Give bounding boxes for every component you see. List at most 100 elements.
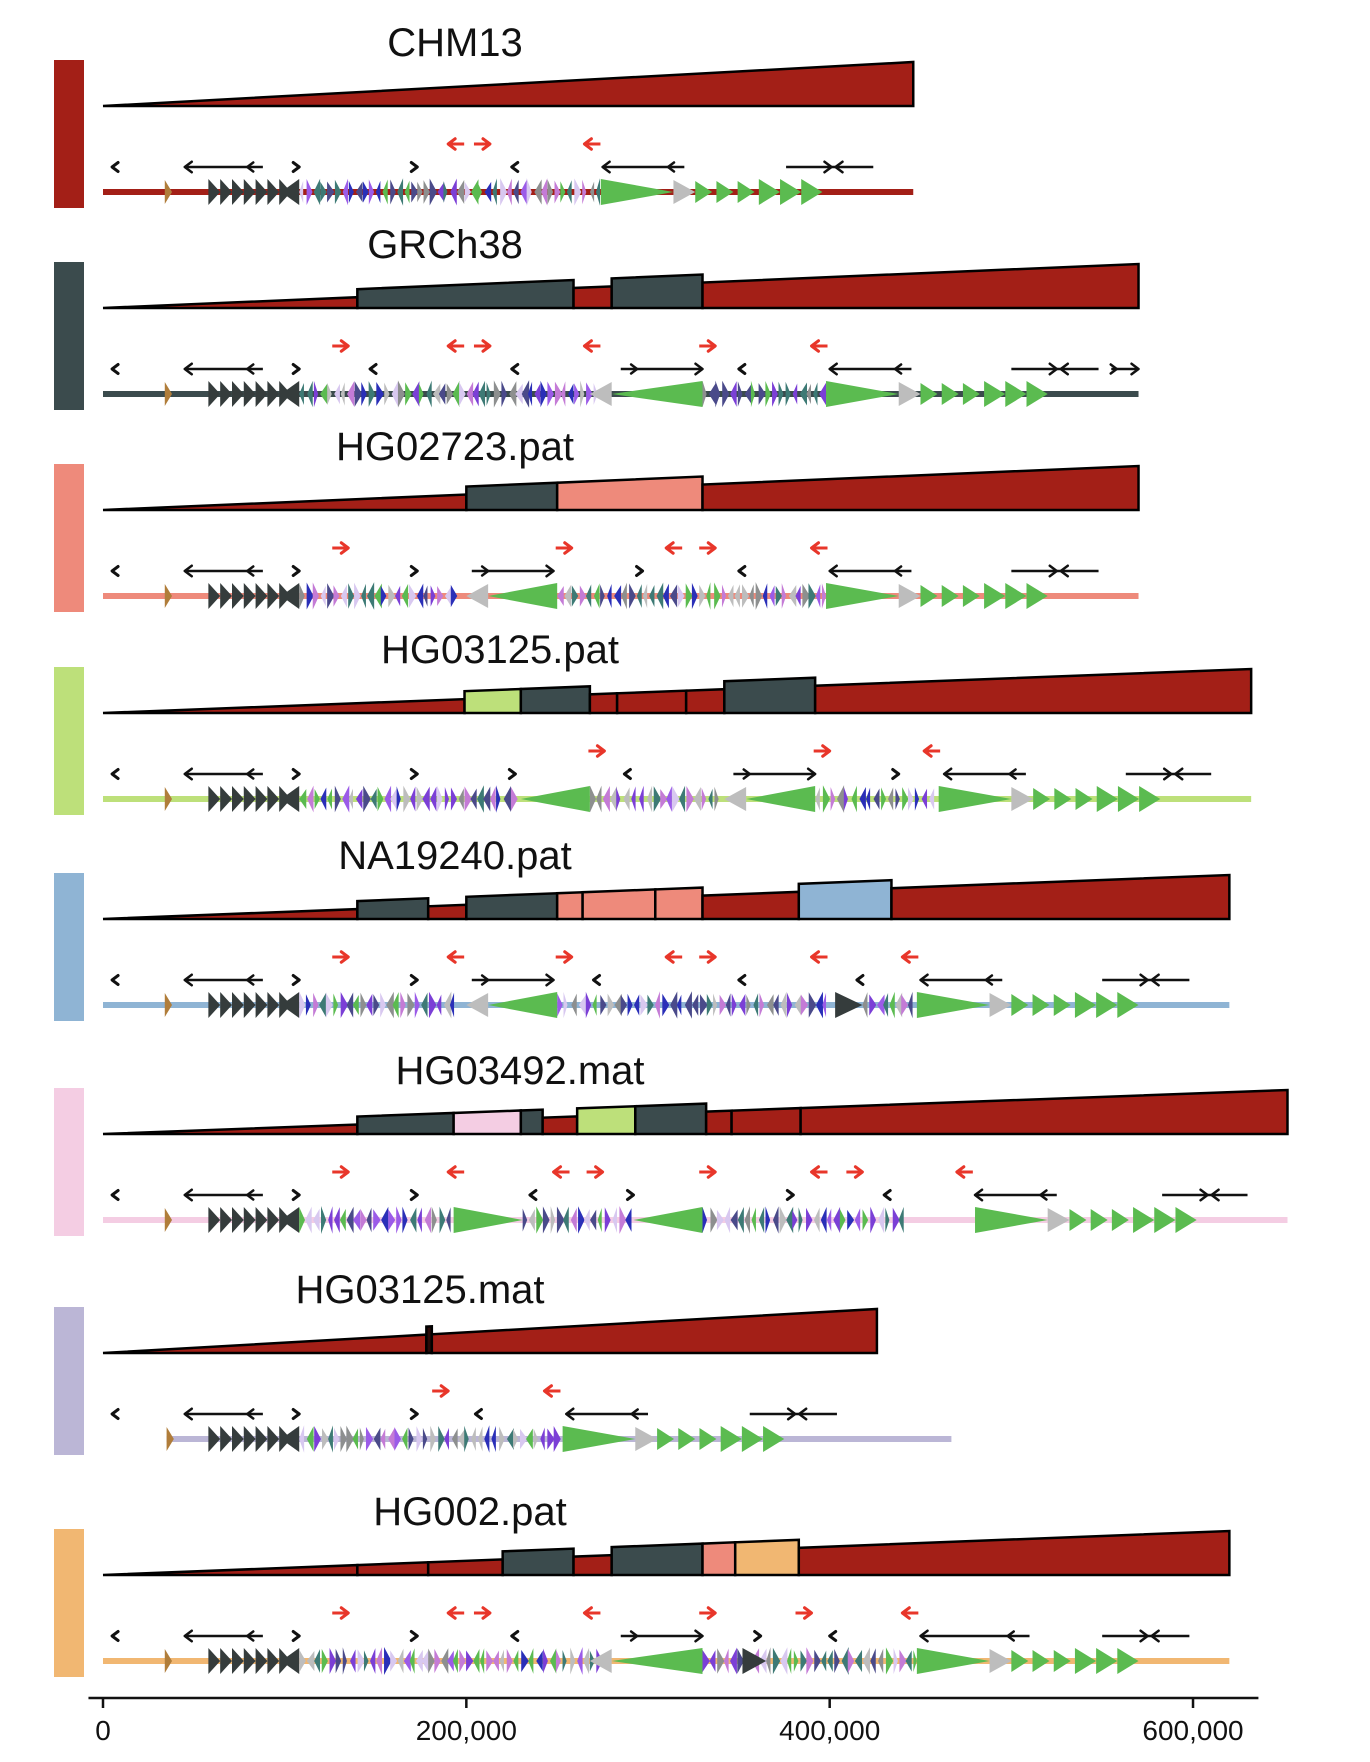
black-arrow-mid xyxy=(245,363,255,375)
gene xyxy=(571,993,577,1017)
gene xyxy=(220,1648,232,1674)
gene xyxy=(367,582,375,610)
gene xyxy=(375,180,381,204)
gene xyxy=(388,1427,396,1451)
gene xyxy=(355,181,363,203)
gene xyxy=(669,584,678,608)
gene xyxy=(382,179,388,205)
gene xyxy=(563,1206,569,1234)
gene xyxy=(164,584,173,608)
gene xyxy=(699,584,706,608)
gene xyxy=(714,786,719,812)
gene xyxy=(421,992,428,1018)
gene xyxy=(243,1426,256,1452)
black-arrow-mid xyxy=(245,768,255,780)
black-arrow xyxy=(110,768,120,780)
gene xyxy=(408,1427,414,1451)
track-hg03125-pat: HG03125.pat xyxy=(54,628,1253,815)
black-arrow xyxy=(891,768,901,780)
gene xyxy=(801,179,823,205)
segment xyxy=(588,691,619,715)
gene xyxy=(220,1426,232,1452)
red-arrow-head xyxy=(595,744,606,758)
gene xyxy=(333,585,340,607)
black-arrow xyxy=(855,974,865,986)
gene xyxy=(579,585,587,607)
gene xyxy=(506,1428,514,1450)
gene xyxy=(255,583,268,609)
gene xyxy=(281,992,300,1018)
black-arrow-head xyxy=(545,973,555,987)
track-color-bar xyxy=(54,667,84,815)
gene xyxy=(623,787,630,811)
black-arrow-head xyxy=(1048,362,1059,376)
gene xyxy=(722,380,730,408)
gene xyxy=(164,1208,173,1232)
gene xyxy=(678,1428,696,1450)
red-arrow-head xyxy=(339,1606,350,1620)
gene xyxy=(941,585,959,607)
gene xyxy=(744,1206,751,1234)
gene xyxy=(363,1650,369,1672)
gene xyxy=(962,383,980,405)
gene xyxy=(746,994,751,1016)
gene xyxy=(547,381,554,407)
gene xyxy=(898,1206,904,1234)
gene xyxy=(677,585,685,607)
gene xyxy=(357,1649,365,1673)
gene xyxy=(220,992,232,1018)
gene xyxy=(815,584,821,608)
gene xyxy=(231,786,244,812)
x-axis: 0 200,000 400,000 600,000 xyxy=(88,1696,1259,1746)
gene xyxy=(409,1648,415,1674)
gene xyxy=(397,380,405,408)
gene xyxy=(833,1206,841,1234)
gene xyxy=(421,1650,429,1672)
gene xyxy=(723,1648,729,1674)
gene xyxy=(348,788,353,810)
gene xyxy=(348,180,354,204)
gene xyxy=(557,585,564,607)
segment xyxy=(723,676,817,715)
gene xyxy=(600,994,607,1016)
gene xyxy=(526,178,532,206)
gene xyxy=(730,1209,738,1231)
gene xyxy=(348,583,355,609)
black-arrow xyxy=(409,565,419,577)
gene xyxy=(920,585,938,607)
black-arrow xyxy=(828,1630,838,1642)
gene xyxy=(452,1648,458,1674)
gene xyxy=(492,178,497,206)
gene xyxy=(527,381,533,407)
gene xyxy=(342,178,349,206)
black-arrow xyxy=(510,161,520,173)
gene xyxy=(299,383,304,405)
gene xyxy=(231,992,244,1018)
segment xyxy=(102,493,468,512)
gene xyxy=(700,994,708,1016)
gene xyxy=(499,1426,505,1452)
black-arrow xyxy=(291,768,301,780)
gene xyxy=(355,788,363,810)
gene xyxy=(550,1648,557,1674)
gene xyxy=(762,583,768,609)
segment xyxy=(799,1088,1289,1136)
gene xyxy=(464,786,472,812)
gene xyxy=(376,1647,383,1675)
red-arrow-head xyxy=(446,137,457,151)
gene xyxy=(731,993,737,1017)
black-arrow-head xyxy=(565,1407,575,1421)
gene xyxy=(742,584,750,608)
gene xyxy=(568,383,574,405)
gene xyxy=(281,786,300,812)
gene xyxy=(438,1425,445,1453)
gene xyxy=(564,584,572,608)
gene xyxy=(633,994,640,1016)
gene xyxy=(758,1207,765,1233)
gene xyxy=(1111,1209,1129,1231)
gene xyxy=(737,1206,744,1234)
gene xyxy=(434,1648,441,1674)
track-color-bar xyxy=(54,1529,84,1677)
gene xyxy=(653,786,661,812)
gene xyxy=(758,383,766,405)
